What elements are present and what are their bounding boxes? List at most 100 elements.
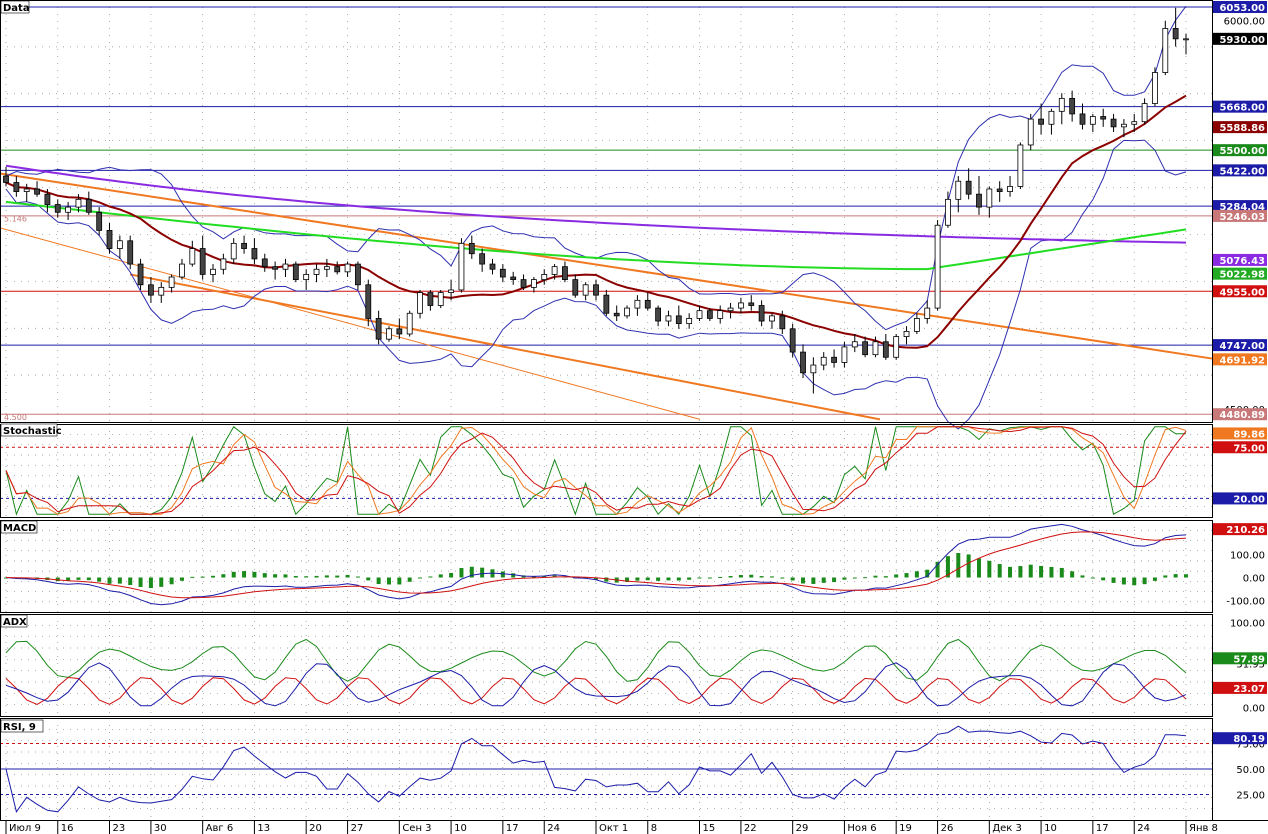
candle bbox=[582, 282, 589, 301]
macd-histogram-bar bbox=[1090, 577, 1095, 579]
candle-body bbox=[593, 284, 599, 296]
price-level-label: 5246.03 bbox=[1219, 212, 1265, 223]
macd-histogram-bar bbox=[966, 554, 971, 578]
macd-histogram-bar bbox=[221, 574, 226, 578]
macd-histogram-bar bbox=[728, 576, 733, 578]
macd-histogram-bar bbox=[594, 577, 598, 580]
candle bbox=[406, 310, 413, 337]
candle bbox=[820, 352, 827, 371]
macd-histogram-bar bbox=[211, 575, 216, 578]
macd-signal-line bbox=[5, 531, 1187, 599]
candle-body bbox=[54, 204, 61, 213]
macd-histogram-bar bbox=[707, 577, 712, 579]
candle bbox=[1027, 113, 1034, 151]
candle-body bbox=[1162, 28, 1169, 73]
candle-body bbox=[686, 318, 693, 325]
price-level-label-bg bbox=[1213, 339, 1267, 352]
macd-histogram-bar bbox=[438, 574, 443, 578]
candle-body bbox=[23, 188, 30, 192]
candle bbox=[220, 253, 227, 275]
candle-body bbox=[530, 279, 537, 288]
macd-histogram-bar bbox=[738, 575, 743, 578]
price-level-label: 5422.00 bbox=[1219, 166, 1265, 177]
candle bbox=[75, 194, 82, 213]
stoch-d-line bbox=[5, 426, 1187, 515]
candle-body bbox=[3, 175, 9, 183]
candle bbox=[468, 235, 475, 259]
candle bbox=[427, 289, 434, 311]
candle-body bbox=[779, 315, 786, 330]
candle-body bbox=[862, 341, 869, 356]
price-level-label-bg bbox=[1213, 200, 1267, 213]
candle-body bbox=[251, 248, 258, 260]
adx-value-label: 23.07 bbox=[1233, 684, 1265, 695]
x-tick-label: Окт 1 bbox=[599, 823, 628, 834]
macd-histogram-bar bbox=[945, 556, 950, 578]
candle-body bbox=[396, 328, 403, 335]
macd-panel[interactable]: 100.00 0.00 -100.00 210.26 bbox=[4, 523, 1267, 608]
macd-histogram-bar bbox=[1028, 564, 1033, 578]
candle-body bbox=[1079, 113, 1086, 125]
candle bbox=[1120, 119, 1127, 138]
candle bbox=[1038, 103, 1044, 135]
macd-histogram-bar bbox=[97, 577, 102, 582]
candle bbox=[85, 191, 92, 215]
macd-histogram-bar bbox=[914, 571, 919, 578]
x-tick-label: 30 bbox=[154, 823, 167, 834]
macd-histogram-bar bbox=[832, 577, 837, 583]
price-panel[interactable]: 5.1464.5006000.004500.006053.005668.0055… bbox=[0, 0, 1267, 430]
rsi-line bbox=[5, 725, 1187, 813]
candle-body bbox=[323, 266, 330, 270]
candle bbox=[334, 261, 341, 275]
candle-body bbox=[13, 182, 20, 192]
candle bbox=[738, 297, 744, 314]
price-level-label-bg bbox=[1213, 164, 1267, 177]
candle-body bbox=[748, 302, 755, 306]
candle-body bbox=[479, 253, 486, 265]
rsi-axis-tick: 50.00 bbox=[1236, 765, 1265, 776]
macd-histogram-bar bbox=[821, 577, 826, 583]
price-level-label: 4480.89 bbox=[1219, 410, 1265, 421]
candle-body bbox=[261, 258, 268, 268]
adx-minus-di bbox=[5, 676, 1187, 705]
macd-histogram-bar bbox=[76, 577, 81, 580]
candle-body bbox=[551, 266, 558, 275]
candle-body bbox=[220, 258, 227, 270]
price-axis-tick: 6000.00 bbox=[1224, 17, 1265, 28]
macd-histogram-bar bbox=[718, 576, 723, 578]
x-tick-label: 8 bbox=[651, 823, 657, 834]
macd-histogram-bar bbox=[687, 577, 692, 580]
candle bbox=[323, 258, 330, 278]
candle bbox=[624, 305, 630, 319]
candle bbox=[448, 279, 454, 301]
candle bbox=[779, 310, 786, 334]
x-tick-label: 17 bbox=[1096, 823, 1109, 834]
macd-histogram-bar bbox=[273, 574, 278, 578]
candle-body bbox=[1017, 144, 1024, 187]
macd-histogram-bar bbox=[780, 577, 785, 579]
macd-histogram-bar bbox=[428, 576, 433, 578]
price-level-label-bg bbox=[1213, 144, 1267, 157]
candle bbox=[13, 176, 20, 197]
candle-body bbox=[1183, 38, 1189, 41]
x-tick-label: 26 bbox=[941, 823, 954, 834]
candle bbox=[417, 289, 423, 319]
candle-body bbox=[655, 307, 662, 322]
ma-long-line bbox=[5, 164, 1187, 244]
macd-histogram-bar bbox=[790, 577, 795, 581]
candle-body bbox=[1027, 118, 1034, 146]
rsi-panel[interactable]: 75.00 50.00 25.00 80.19 bbox=[0, 725, 1267, 813]
price-level-label: 4955.00 bbox=[1219, 287, 1265, 298]
macd-histogram-bar bbox=[769, 576, 774, 578]
macd-histogram-bar bbox=[335, 575, 340, 578]
candle-body bbox=[893, 336, 900, 358]
adx-value-label-bg bbox=[1213, 681, 1267, 694]
price-level-label: 6053.00 bbox=[1219, 3, 1265, 14]
stoch-value-label-bg bbox=[1213, 427, 1267, 440]
candle bbox=[913, 313, 920, 334]
stochastic-panel[interactable]: 89.86 75.00 20.00 bbox=[0, 426, 1267, 516]
candle-body bbox=[417, 292, 423, 314]
macd-histogram-bar bbox=[480, 567, 485, 578]
